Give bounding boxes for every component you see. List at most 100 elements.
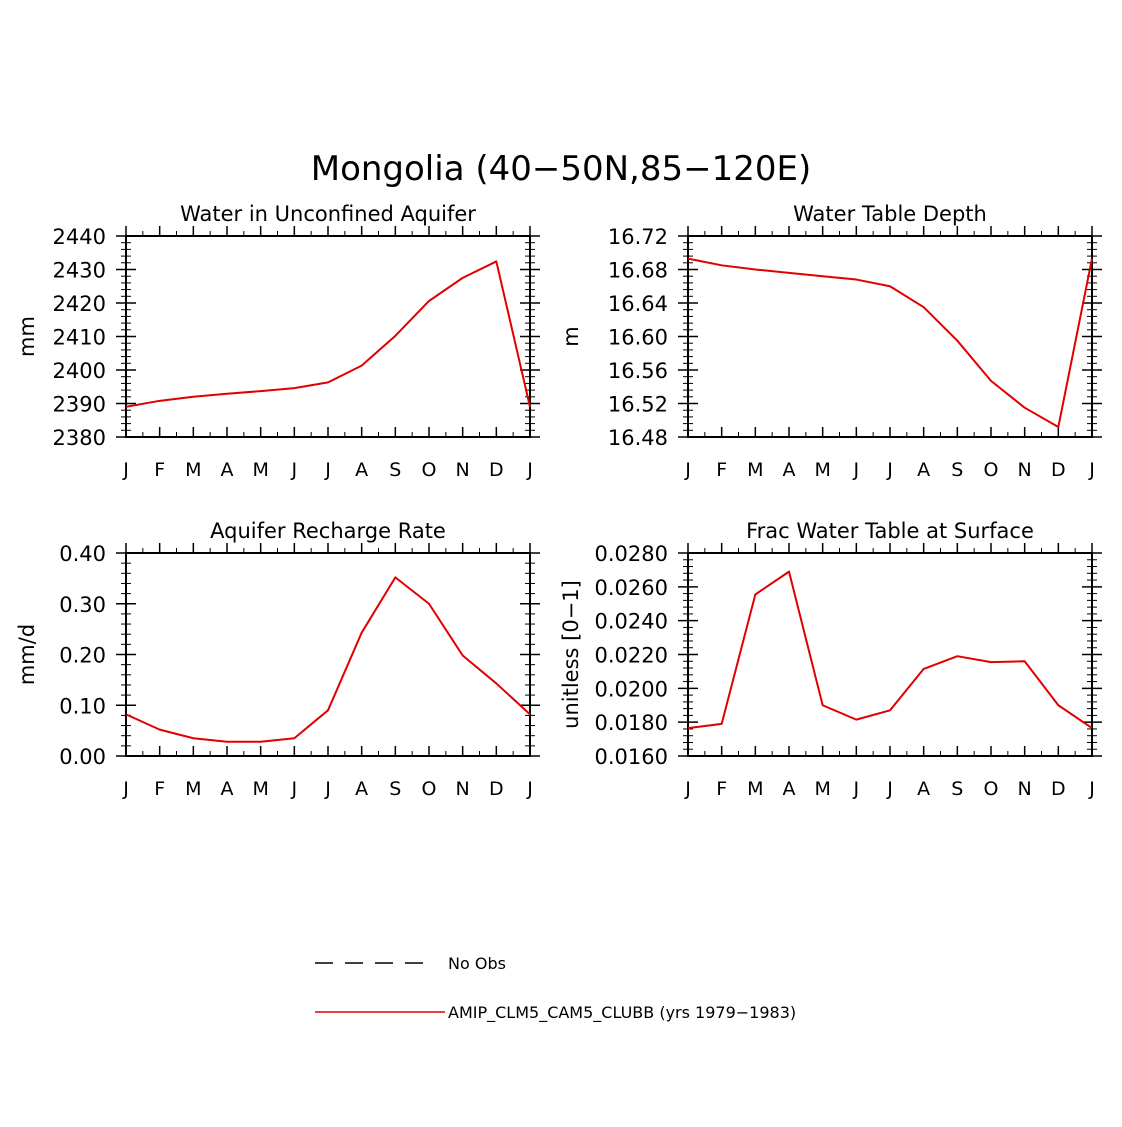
x-tick-label: O [984,459,999,481]
x-tick-label: O [422,459,437,481]
x-tick-label: J [324,778,331,800]
y-tick-label: 0.30 [59,593,106,617]
x-tick-label: M [814,459,830,481]
x-tick-label: M [185,459,201,481]
series-line-model [687,570,1093,730]
y-tick-label: 16.68 [608,259,668,283]
panel-title: Water Table Depth [793,202,987,226]
x-tick-label: J [684,778,691,800]
x-tick-label: J [526,459,533,481]
y-tick-label: 0.00 [59,745,106,769]
panel-2: J F M A M J J A S O N D J16.4816.5216.5616.6016.6416… [559,202,1102,481]
x-tick-label: A [221,459,234,481]
panel-1: J F M A M J J A S O N D J238023902400241024202430244… [15,202,540,481]
y-tick-label: 0.0260 [595,576,668,600]
y-tick-label: 0.0200 [595,677,668,701]
y-tick-label: 16.60 [608,326,668,350]
x-tick-label: D [1051,778,1066,800]
y-tick-label: 2390 [53,393,106,417]
x-tick-label: J [324,459,331,481]
panel-title: Water in Unconfined Aquifer [180,202,476,226]
x-tick-label: A [355,459,368,481]
x-tick-label: M [185,778,201,800]
legend-obs-label: No Obs [448,954,506,973]
x-tick-label: D [489,459,504,481]
y-tick-label: 2410 [53,326,106,350]
x-tick-label: O [422,778,437,800]
x-tick-label: S [389,778,401,800]
x-tick-label: J [886,778,893,800]
x-tick-label: J [291,459,298,481]
x-tick-label: A [783,459,796,481]
x-tick-label: J [1088,778,1095,800]
y-tick-label: 0.0280 [595,542,668,566]
plot-frame [125,552,531,757]
x-tick-label: O [984,778,999,800]
y-tick-label: 0.0240 [595,610,668,634]
y-tick-label: 16.52 [608,393,668,417]
figure-title: Mongolia (40−50N,85−120E) [311,149,812,189]
y-tick-label: 16.64 [608,292,668,316]
x-tick-label: J [853,459,860,481]
x-tick-label: A [783,778,796,800]
legend-model-label: AMIP_CLM5_CAM5_CLUBB (yrs 1979−1983) [448,1003,796,1023]
x-tick-label: F [716,459,727,481]
x-tick-label: N [456,459,470,481]
x-tick-label: M [252,778,268,800]
x-tick-label: J [684,459,691,481]
x-tick-label: N [1018,459,1032,481]
y-axis-label: mm [15,316,39,357]
series-line-model [125,260,531,408]
y-tick-label: 16.48 [608,426,668,450]
y-tick-label: 2400 [53,359,106,383]
y-tick-label: 2430 [53,259,106,283]
y-tick-label: 2440 [53,225,106,249]
y-axis-label: unitless [0−1] [559,580,583,729]
x-tick-label: A [917,459,930,481]
x-tick-label: D [489,778,504,800]
y-tick-label: 16.56 [608,359,668,383]
x-tick-label: N [456,778,470,800]
y-tick-label: 0.0180 [595,711,668,735]
x-tick-label: N [1018,778,1032,800]
x-tick-label: D [1051,459,1066,481]
x-tick-label: F [716,778,727,800]
y-tick-label: 2380 [53,426,106,450]
x-tick-label: J [853,778,860,800]
x-tick-label: S [951,459,963,481]
series-line-model [687,257,1093,428]
x-tick-label: J [122,778,129,800]
series-line-model [125,576,531,743]
y-axis-label: m [559,326,583,346]
x-tick-label: A [917,778,930,800]
y-tick-label: 0.20 [59,644,106,668]
x-tick-label: J [886,459,893,481]
x-tick-label: S [389,459,401,481]
x-tick-label: A [221,778,234,800]
x-tick-label: M [252,459,268,481]
panel-title: Frac Water Table at Surface [746,519,1034,543]
y-tick-label: 16.72 [608,225,668,249]
x-tick-label: S [951,778,963,800]
legend: No Obs AMIP_CLM5_CAM5_CLUBB (yrs 1979−19… [315,954,796,1023]
x-tick-label: J [122,459,129,481]
y-tick-label: 0.10 [59,694,106,718]
panel-3: J F M A M J J A S O N D J0.000.100.200.300.40Aquifer… [15,519,540,800]
x-tick-label: M [747,459,763,481]
x-tick-label: F [154,778,165,800]
panel-4: J F M A M J J A S O N D J0.01600.01800.02000.02200.0… [559,519,1102,800]
y-tick-label: 2420 [53,292,106,316]
x-tick-label: M [747,778,763,800]
plot-frame [125,235,531,438]
y-tick-label: 0.40 [59,542,106,566]
y-tick-label: 0.0160 [595,745,668,769]
x-tick-label: F [154,459,165,481]
panel-title: Aquifer Recharge Rate [210,519,446,543]
x-tick-label: J [1088,459,1095,481]
x-tick-label: A [355,778,368,800]
x-tick-label: J [291,778,298,800]
x-tick-label: M [814,778,830,800]
plot-frame [687,552,1093,757]
